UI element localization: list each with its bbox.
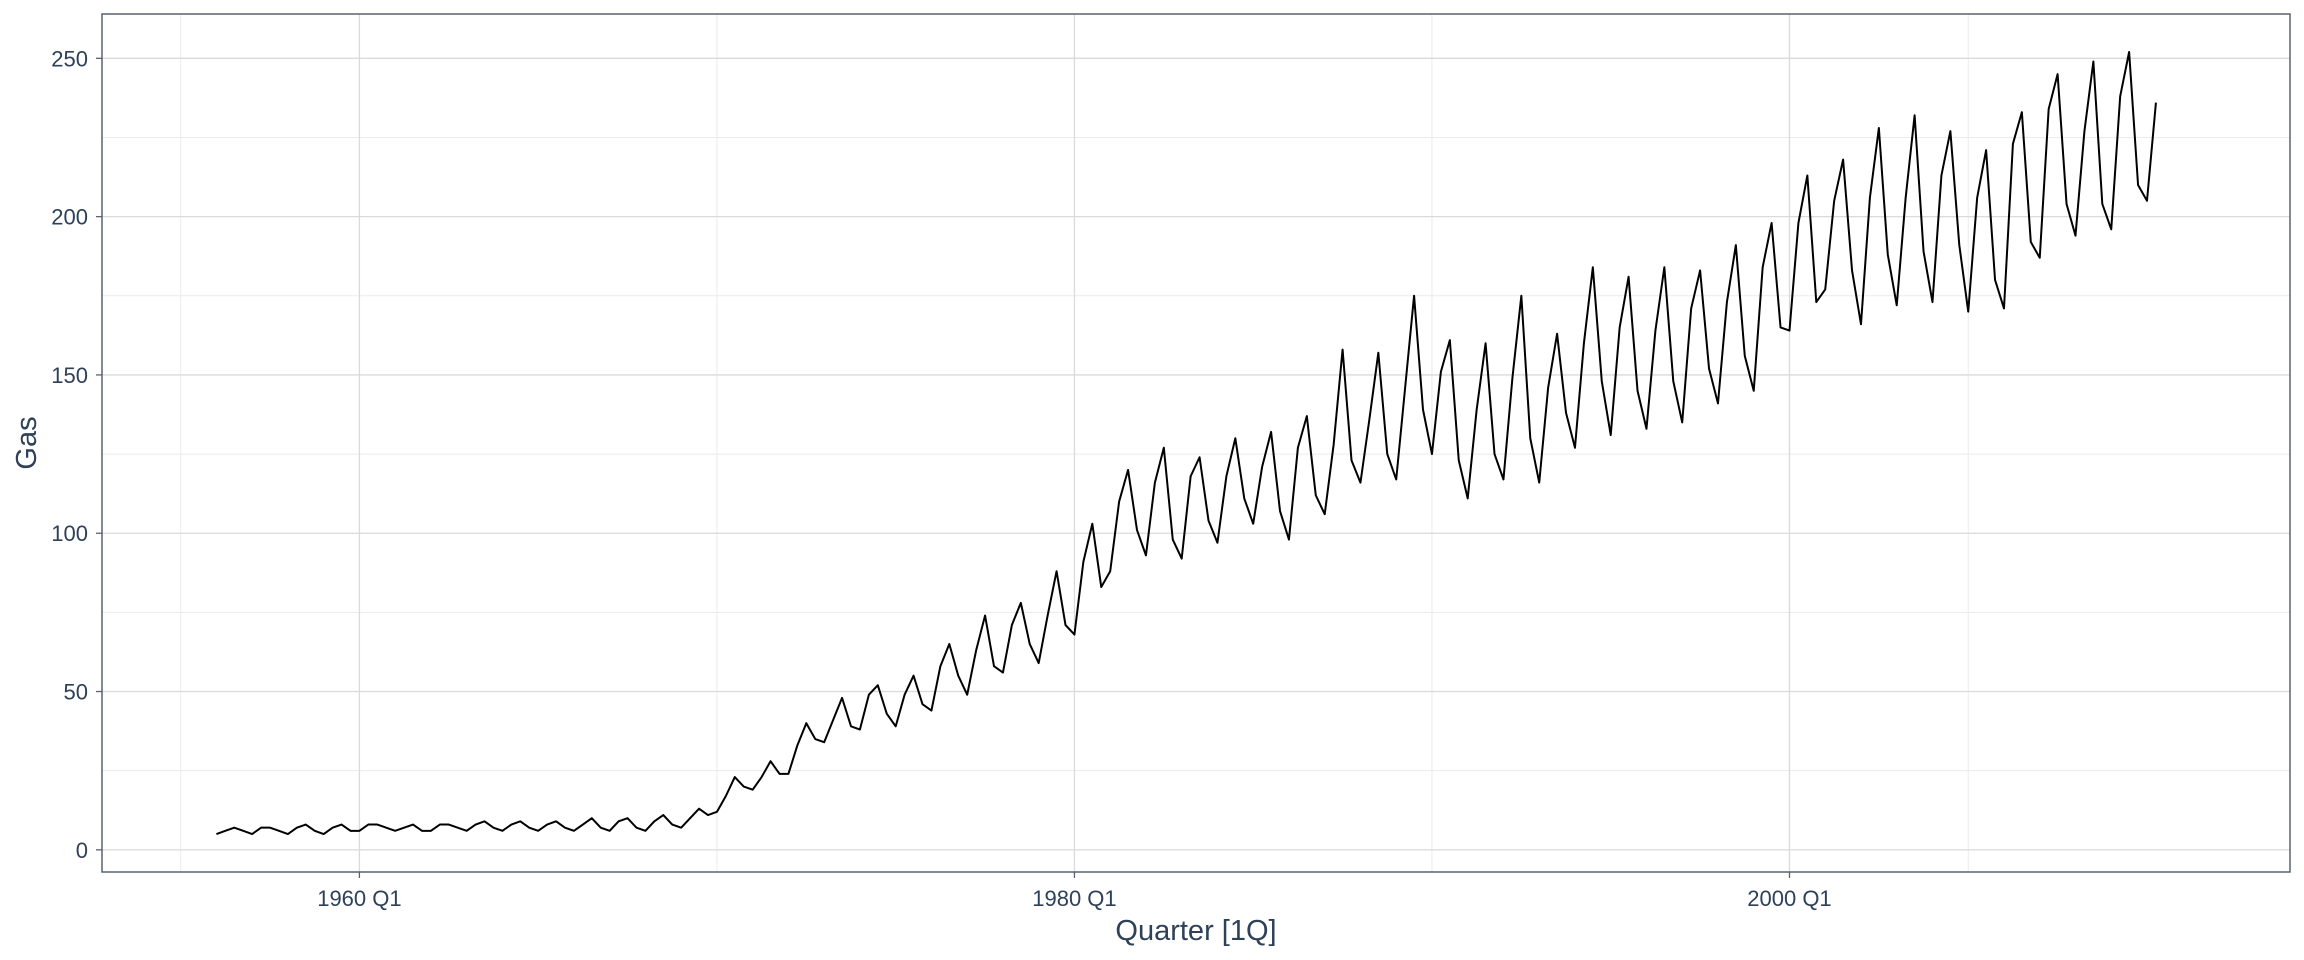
y-tick-label: 200 bbox=[51, 205, 88, 230]
major-gridlines bbox=[102, 14, 2290, 872]
x-axis-ticks: 1960 Q1 1980 Q1 2000 Q1 bbox=[317, 872, 1832, 911]
y-tick-label: 50 bbox=[64, 680, 88, 705]
x-tick-label: 1960 Q1 bbox=[317, 886, 401, 911]
plot-background bbox=[102, 14, 2290, 872]
minor-gridlines bbox=[102, 14, 2290, 872]
y-tick-label: 100 bbox=[51, 521, 88, 546]
y-tick-label: 150 bbox=[51, 363, 88, 388]
y-tick-label: 250 bbox=[51, 46, 88, 71]
y-axis-title: Gas bbox=[11, 416, 43, 469]
x-axis-title: Quarter [1Q] bbox=[1115, 915, 1276, 947]
y-axis-ticks: 0 50 100 150 200 250 bbox=[51, 46, 102, 863]
x-tick-label: 2000 Q1 bbox=[1747, 886, 1831, 911]
y-tick-label: 0 bbox=[76, 838, 88, 863]
gas-series-line bbox=[216, 50, 2157, 836]
x-tick-label: 1980 Q1 bbox=[1032, 886, 1116, 911]
plot-panel-border bbox=[101, 13, 2291, 873]
